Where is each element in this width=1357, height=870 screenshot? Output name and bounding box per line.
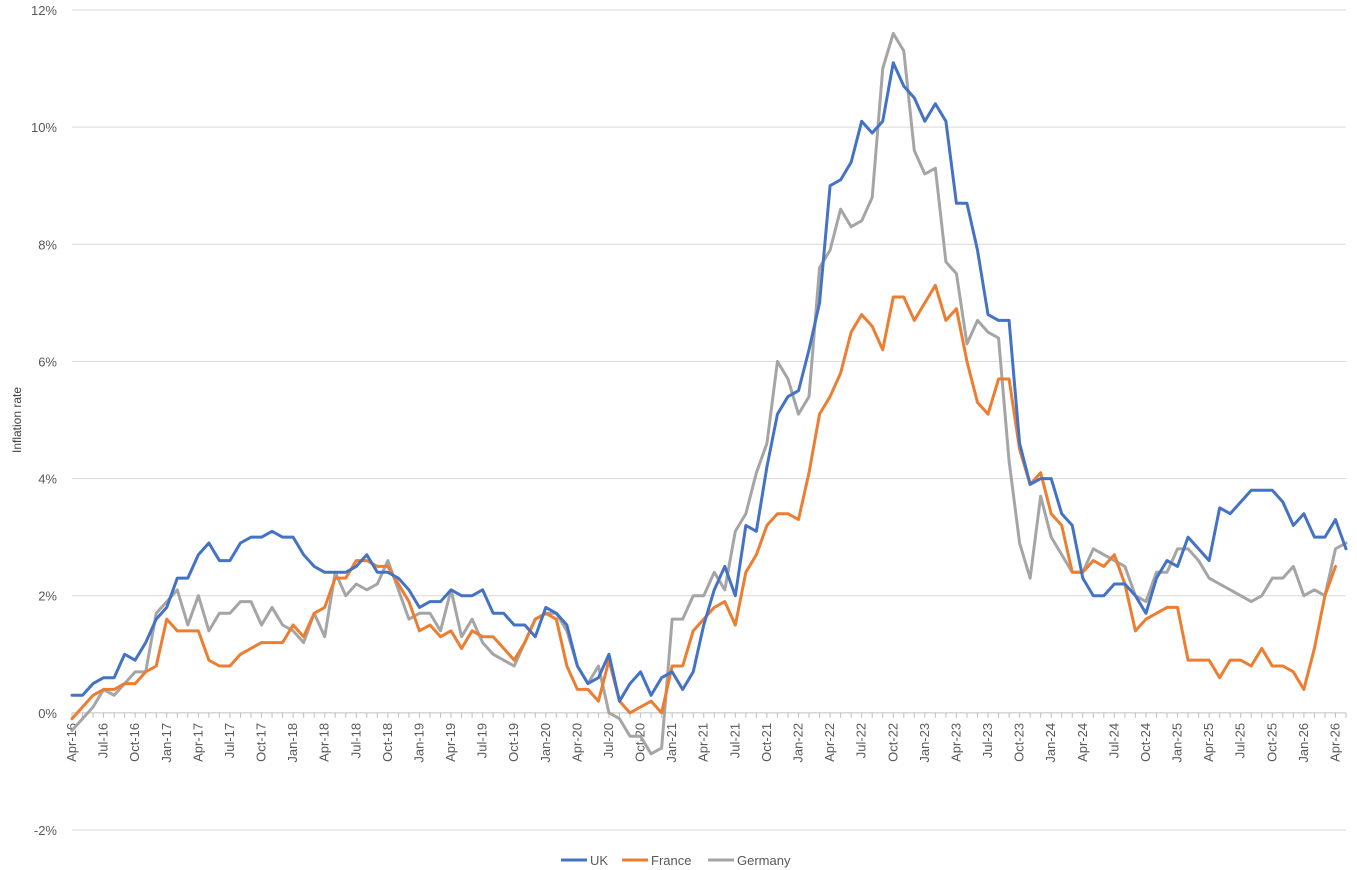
x-tick-label: Apr-21 [696,723,711,762]
series-line-uk [70,61,1348,703]
x-tick-label: Jul-25 [1233,723,1248,758]
x-tick-label: Apr-16 [64,723,79,762]
x-tick-label: Jul-21 [727,723,742,758]
x-tick-label: Oct-25 [1264,723,1279,762]
x-tick-label: Apr-25 [1201,723,1216,762]
x-tick-label: Jul-19 [475,723,490,758]
series-line-germany [70,31,1348,756]
x-tick-label: Oct-17 [254,723,269,762]
x-tick-label: Oct-24 [1138,723,1153,762]
x-tick-label: Jan-20 [538,723,553,763]
x-tick-label: Oct-18 [380,723,395,762]
x-tick-label: Jan-17 [159,723,174,763]
y-axis-title: Inflation rate [10,387,24,453]
legend-item-uk: UK [561,853,608,868]
x-tick-label: Jul-23 [980,723,995,758]
x-tick-label: Jul-17 [222,723,237,758]
y-tick-label: 12% [31,3,57,18]
legend-item-germany: Germany [708,853,791,868]
x-tick-label: Jan-21 [664,723,679,763]
x-tick-label: Oct-21 [759,723,774,762]
legend-label: France [651,853,691,868]
gridlines [72,9,1346,831]
x-tick-label: Jan-22 [790,723,805,763]
legend-label: UK [590,853,608,868]
x-tick-label: Jul-22 [854,723,869,758]
x-tick-label: Oct-20 [633,723,648,762]
x-tick-label: Apr-24 [1075,723,1090,762]
x-tick-label: Jan-24 [1043,723,1058,763]
x-tick-label: Oct-22 [885,723,900,762]
y-tick-label: 6% [38,354,57,369]
legend-label: Germany [737,853,791,868]
y-axis-tick-labels: -2% 0% 2% 4% 6% 8% 10% 12% [31,3,57,838]
x-tick-label: Jan-23 [917,723,932,763]
x-tick-label: Oct-23 [1012,723,1027,762]
x-axis [71,712,1347,718]
x-tick-label: Apr-23 [948,723,963,762]
y-tick-label: 4% [38,472,57,487]
x-tick-label: Apr-19 [443,723,458,762]
series-line-france [70,283,1337,721]
x-tick-label: Jan-25 [1170,723,1185,763]
series-lines [70,31,1348,756]
x-tick-label: Apr-26 [1327,723,1342,762]
x-tick-label: Jul-18 [348,723,363,758]
x-tick-label: Jul-16 [96,723,111,758]
y-tick-label: 10% [31,120,57,135]
x-tick-label: Jan-26 [1296,723,1311,763]
x-tick-label: Apr-20 [569,723,584,762]
legend-item-france: France [622,853,691,868]
x-axis-tick-labels: Apr-16 Jul-16 Oct-16 Jan-17 Apr-17 Jul-17 Oct-… [64,723,1342,763]
x-tick-label: Jan-18 [285,723,300,763]
legend: UK France Germany [561,853,791,868]
x-tick-label: Oct-16 [127,723,142,762]
x-tick-label: Oct-19 [506,723,521,762]
x-tick-label: Jul-24 [1106,723,1121,758]
x-tick-label: Apr-17 [190,723,205,762]
x-tick-label: Apr-22 [822,723,837,762]
x-tick-label: Jan-19 [411,723,426,763]
y-tick-label: -2% [34,823,58,838]
x-tick-label: Jul-20 [601,723,616,758]
y-tick-label: 2% [38,589,57,604]
y-tick-label: 0% [38,706,57,721]
y-tick-label: 8% [38,237,57,252]
x-tick-label: Apr-18 [317,723,332,762]
